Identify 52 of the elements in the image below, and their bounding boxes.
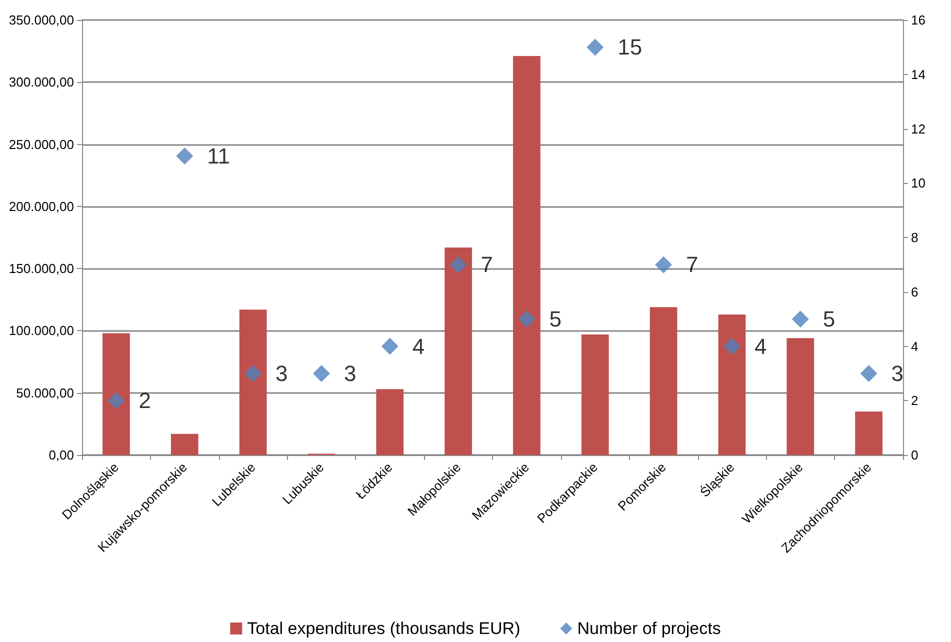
- y2-tick-label: 12: [911, 121, 926, 136]
- y-tick-label: 100.000,00: [8, 323, 74, 338]
- y2-tick-label: 6: [911, 284, 918, 300]
- bar: [650, 307, 678, 455]
- y-tick-label: 0,00: [48, 448, 74, 462]
- legend-label: Number of projects: [577, 619, 721, 638]
- point: [381, 338, 398, 355]
- point: [518, 310, 536, 328]
- point: [176, 147, 194, 164]
- point: [108, 392, 125, 410]
- y-tick-label: 350.000,00: [8, 12, 74, 28]
- data-label: 5: [549, 306, 562, 332]
- data-label: 2: [138, 388, 151, 414]
- bar: [718, 314, 746, 455]
- bar: [444, 247, 472, 455]
- data-label: 3: [891, 360, 904, 386]
- bar: [855, 412, 882, 455]
- bar: [786, 338, 814, 455]
- legend-label: Total expenditures (thousands EUR): [247, 619, 520, 638]
- bar: [513, 56, 540, 455]
- data-label: 15: [618, 34, 642, 60]
- y2-tick-label: 16: [911, 12, 926, 28]
- y-tick-label: 150.000,00: [8, 261, 74, 276]
- y-tick-label: 250.000,00: [8, 136, 74, 152]
- point: [723, 338, 740, 355]
- y2-tick-label: 4: [911, 338, 918, 354]
- point: [450, 256, 467, 274]
- bar: [581, 334, 609, 455]
- y2-tick-label: 2: [911, 393, 918, 408]
- y-tick-label: 200.000,00: [8, 198, 74, 214]
- y2-tick-label: 8: [911, 230, 918, 245]
- point: [655, 256, 672, 274]
- bar: [170, 434, 198, 455]
- point: [244, 364, 262, 382]
- data-label: 3: [344, 360, 356, 386]
- data-label: 4: [412, 334, 425, 359]
- point: [312, 364, 330, 382]
- point: [586, 38, 604, 56]
- y2-tick-label: 0: [911, 448, 918, 462]
- bar: [376, 389, 404, 455]
- data-label: 3: [276, 360, 288, 386]
- bar: [239, 310, 267, 455]
- point: [860, 364, 878, 382]
- bar: [102, 333, 130, 455]
- data-label: 5: [822, 306, 836, 332]
- y-tick-label: 300.000,00: [8, 74, 74, 90]
- data-label: 4: [754, 334, 767, 359]
- y2-tick-label: 10: [911, 176, 926, 191]
- data-label: 11: [207, 143, 230, 168]
- y-tick-label: 50.000,00: [16, 385, 74, 400]
- point: [792, 310, 809, 328]
- y2-tick-label: 14: [911, 66, 926, 82]
